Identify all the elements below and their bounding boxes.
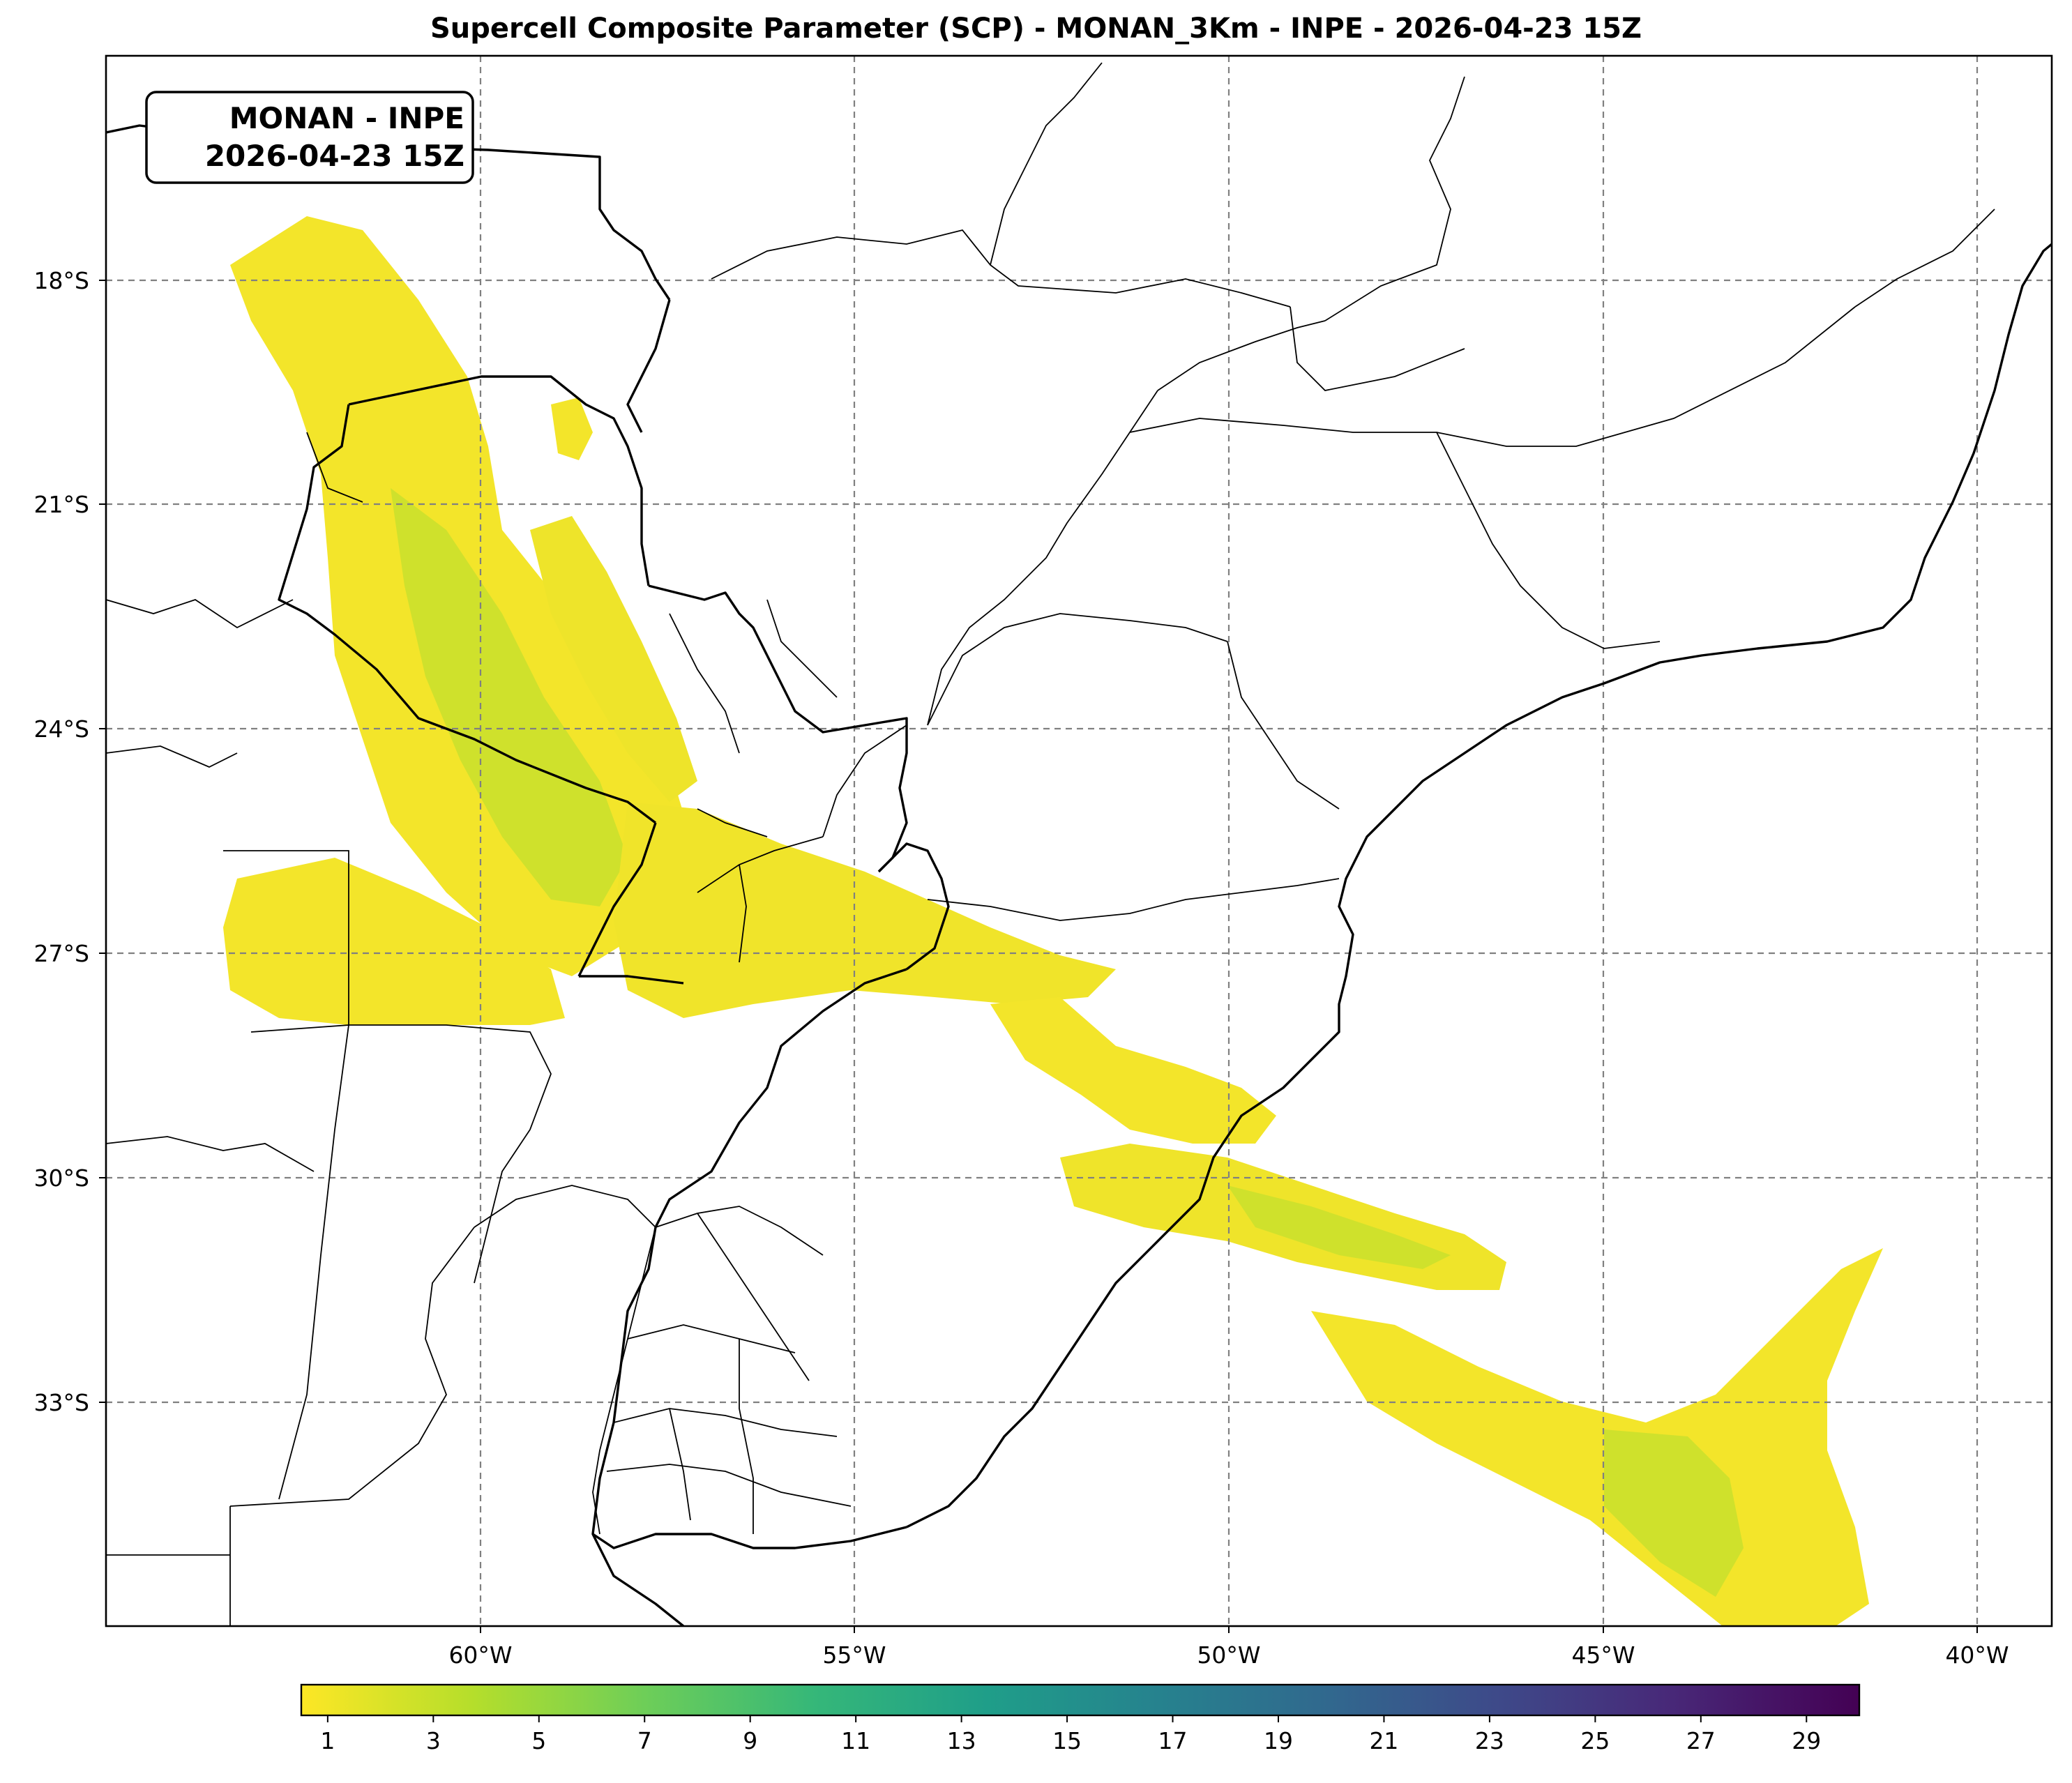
map-frame — [105, 54, 2053, 1628]
model-badge: MONAN - INPE 2026-04-23 15Z — [145, 91, 474, 184]
colorbar-tick-label: 15 — [1052, 1727, 1082, 1754]
badge-line-1: MONAN - INPE — [229, 101, 464, 135]
colorbar-tick-label: 7 — [637, 1727, 652, 1754]
scp-region-mato-grosso-north — [551, 397, 593, 460]
colorbar-tick-label: 1 — [320, 1727, 335, 1754]
colorbar-tick-label: 13 — [947, 1727, 976, 1754]
lat-axis: 18°S 21°S 24°S 27°S 30°S 33°S — [34, 267, 106, 1416]
colorbar: 1 3 5 7 9 11 13 15 17 19 21 23 25 27 29 — [300, 1683, 1861, 1754]
lon-tick-label: 60°W — [448, 1641, 512, 1669]
colorbar-tick-label: 17 — [1158, 1727, 1188, 1754]
colorbar-tick-label: 29 — [1792, 1727, 1821, 1754]
colorbar-ticks: 1 3 5 7 9 11 13 15 17 19 21 23 25 27 29 — [320, 1715, 1821, 1754]
colorbar-gradient — [300, 1683, 1861, 1717]
scp-region-argentina-northeast — [223, 858, 565, 1025]
colorbar-tick-label: 27 — [1686, 1727, 1716, 1754]
lon-tick-label: 50°W — [1197, 1641, 1260, 1669]
colorbar-tick-label: 23 — [1475, 1727, 1504, 1754]
lat-tick-label: 27°S — [34, 940, 89, 967]
lon-tick-label: 45°W — [1571, 1641, 1635, 1669]
gridlines — [106, 56, 2052, 1626]
badge-line-2: 2026-04-23 15Z — [205, 139, 464, 173]
lat-tick-label: 30°S — [34, 1164, 89, 1192]
colorbar-tick-label: 25 — [1580, 1727, 1610, 1754]
scp-region-south-atlantic-band-core — [1227, 1185, 1451, 1269]
lon-tick-label: 55°W — [822, 1641, 886, 1669]
colorbar-tick-label: 19 — [1264, 1727, 1293, 1754]
lat-tick-label: 24°S — [34, 715, 89, 743]
scp-region-misiones-parana — [614, 802, 1116, 1018]
lat-tick-label: 18°S — [34, 267, 89, 294]
colorbar-tick-label: 21 — [1369, 1727, 1398, 1754]
lon-tick-label: 40°W — [1945, 1641, 2009, 1669]
scp-region-rio-grande-do-sul — [990, 997, 1276, 1144]
state-boundaries — [106, 62, 1995, 1626]
scp-region-northern-paraguay — [530, 516, 697, 802]
lat-tick-label: 21°S — [34, 491, 89, 518]
colorbar-tick-label: 5 — [531, 1727, 546, 1754]
lat-tick-label: 33°S — [34, 1389, 89, 1416]
lon-axis: 60°W 55°W 50°W 45°W 40°W — [448, 1626, 2009, 1669]
colorbar-tick-label: 9 — [743, 1727, 757, 1754]
scp-field-layer — [223, 216, 1883, 1626]
scp-region-south-atlantic-tongue-core — [1604, 1429, 1744, 1597]
country-borders — [106, 124, 2052, 1626]
colorbar-tick-label: 3 — [426, 1727, 441, 1754]
colorbar-tick-label: 11 — [841, 1727, 870, 1754]
scp-region-paraguay-core — [391, 488, 628, 906]
figure-title: Supercell Composite Parameter (SCP) - MO… — [430, 13, 1642, 45]
